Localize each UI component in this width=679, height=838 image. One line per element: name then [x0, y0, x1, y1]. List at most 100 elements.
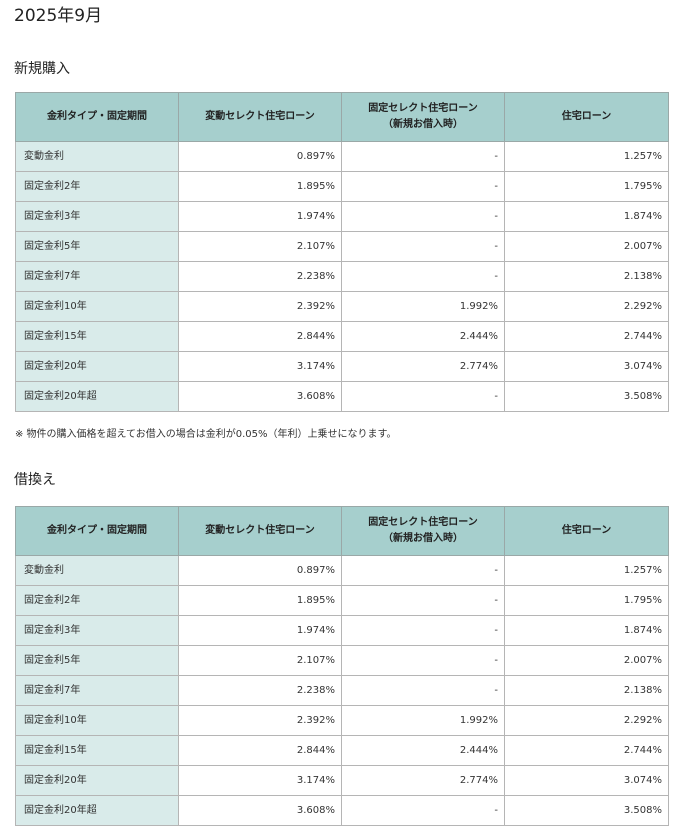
row-label: 固定金利2年 — [15, 585, 179, 616]
table-row: 固定金利20年超 3.608% - 3.508% — [15, 381, 669, 412]
housing-loan-rate: 1.874% — [504, 615, 669, 646]
table-row: 変動金利 0.897% - 1.257% — [15, 141, 669, 172]
header-rate-type: 金利タイプ・固定期間 — [15, 92, 179, 142]
variable-select-rate: 3.174% — [178, 351, 342, 382]
housing-loan-rate: 2.007% — [504, 645, 669, 676]
table-header-row: 金利タイプ・固定期間 変動セレクト住宅ローン 固定セレクト住宅ローン （新規お借… — [15, 92, 669, 142]
housing-loan-rate: 1.874% — [504, 201, 669, 232]
row-label: 固定金利20年超 — [15, 381, 179, 412]
header-fixed-select: 固定セレクト住宅ローン （新規お借入時） — [341, 506, 505, 556]
row-label: 固定金利5年 — [15, 231, 179, 262]
housing-loan-rate: 2.744% — [504, 321, 669, 352]
row-label: 固定金利5年 — [15, 645, 179, 676]
table-row: 固定金利3年 1.974% - 1.874% — [15, 615, 669, 646]
fixed-select-rate: - — [341, 381, 505, 412]
row-label: 固定金利3年 — [15, 615, 179, 646]
row-label: 固定金利15年 — [15, 735, 179, 766]
fixed-select-rate: - — [341, 615, 505, 646]
row-label: 固定金利7年 — [15, 675, 179, 706]
housing-loan-rate: 2.007% — [504, 231, 669, 262]
table-row: 固定金利5年 2.107% - 2.007% — [15, 645, 669, 676]
row-label: 固定金利10年 — [15, 291, 179, 322]
fixed-select-rate: 1.992% — [341, 291, 505, 322]
table-row: 固定金利2年 1.895% - 1.795% — [15, 171, 669, 202]
fixed-select-rate: - — [341, 201, 505, 232]
variable-select-rate: 2.844% — [178, 735, 342, 766]
fixed-select-rate: 2.444% — [341, 321, 505, 352]
variable-select-rate: 2.238% — [178, 261, 342, 292]
row-label: 変動金利 — [15, 141, 179, 172]
housing-loan-rate: 2.138% — [504, 675, 669, 706]
row-label: 固定金利20年 — [15, 351, 179, 382]
variable-select-rate: 2.107% — [178, 231, 342, 262]
row-label: 固定金利20年超 — [15, 795, 179, 826]
housing-loan-rate: 3.508% — [504, 795, 669, 826]
variable-select-rate: 0.897% — [178, 141, 342, 172]
fixed-select-rate: - — [341, 261, 505, 292]
variable-select-rate: 0.897% — [178, 555, 342, 586]
page-title: 2025年9月 — [14, 6, 103, 26]
table-row: 固定金利20年超 3.608% - 3.508% — [15, 795, 669, 826]
header-fixed-select-line2: （新規お借入時） — [383, 533, 463, 544]
variable-select-rate: 3.608% — [178, 381, 342, 412]
fixed-select-rate: 2.774% — [341, 765, 505, 796]
header-fixed-select-line2: （新規お借入時） — [383, 119, 463, 130]
housing-loan-rate: 3.074% — [504, 351, 669, 382]
housing-loan-rate: 2.744% — [504, 735, 669, 766]
housing-loan-rate: 1.795% — [504, 585, 669, 616]
fixed-select-rate: - — [341, 675, 505, 706]
header-fixed-select: 固定セレクト住宅ローン （新規お借入時） — [341, 92, 505, 142]
row-label: 固定金利20年 — [15, 765, 179, 796]
table-row: 固定金利15年 2.844% 2.444% 2.744% — [15, 735, 669, 766]
header-variable-select: 変動セレクト住宅ローン — [178, 92, 342, 142]
variable-select-rate: 2.844% — [178, 321, 342, 352]
header-fixed-select-line1: 固定セレクト住宅ローン — [368, 103, 478, 114]
section-title-new-purchase: 新規購入 — [14, 61, 70, 77]
row-label: 固定金利7年 — [15, 261, 179, 292]
variable-select-rate: 1.895% — [178, 171, 342, 202]
table-row: 固定金利10年 2.392% 1.992% 2.292% — [15, 705, 669, 736]
rate-table-new-purchase: 金利タイプ・固定期間 変動セレクト住宅ローン 固定セレクト住宅ローン （新規お借… — [15, 92, 669, 412]
header-housing-loan: 住宅ローン — [504, 506, 669, 556]
fixed-select-rate: - — [341, 141, 505, 172]
row-label: 固定金利2年 — [15, 171, 179, 202]
fixed-select-rate: - — [341, 585, 505, 616]
fixed-select-rate: - — [341, 795, 505, 826]
variable-select-rate: 2.392% — [178, 291, 342, 322]
housing-loan-rate: 3.508% — [504, 381, 669, 412]
header-rate-type: 金利タイプ・固定期間 — [15, 506, 179, 556]
row-label: 変動金利 — [15, 555, 179, 586]
fixed-select-rate: - — [341, 171, 505, 202]
rate-table-refinance: 金利タイプ・固定期間 変動セレクト住宅ローン 固定セレクト住宅ローン （新規お借… — [15, 506, 669, 826]
fixed-select-rate: 2.444% — [341, 735, 505, 766]
header-variable-select: 変動セレクト住宅ローン — [178, 506, 342, 556]
table-row: 固定金利5年 2.107% - 2.007% — [15, 231, 669, 262]
variable-select-rate: 2.238% — [178, 675, 342, 706]
variable-select-rate: 3.174% — [178, 765, 342, 796]
variable-select-rate: 2.392% — [178, 705, 342, 736]
section-title-refinance: 借換え — [14, 472, 56, 488]
table-row: 固定金利7年 2.238% - 2.138% — [15, 675, 669, 706]
surcharge-note: ※ 物件の購入価格を超えてお借入の場合は金利が0.05%（年利）上乗せになります… — [15, 429, 397, 440]
header-housing-loan: 住宅ローン — [504, 92, 669, 142]
table-header-row: 金利タイプ・固定期間 変動セレクト住宅ローン 固定セレクト住宅ローン （新規お借… — [15, 506, 669, 556]
housing-loan-rate: 2.138% — [504, 261, 669, 292]
housing-loan-rate: 2.292% — [504, 291, 669, 322]
housing-loan-rate: 1.257% — [504, 555, 669, 586]
header-fixed-select-line1: 固定セレクト住宅ローン — [368, 517, 478, 528]
table-row: 変動金利 0.897% - 1.257% — [15, 555, 669, 586]
housing-loan-rate: 1.257% — [504, 141, 669, 172]
table-row: 固定金利20年 3.174% 2.774% 3.074% — [15, 765, 669, 796]
fixed-select-rate: 1.992% — [341, 705, 505, 736]
variable-select-rate: 1.895% — [178, 585, 342, 616]
row-label: 固定金利10年 — [15, 705, 179, 736]
table-row: 固定金利7年 2.238% - 2.138% — [15, 261, 669, 292]
variable-select-rate: 3.608% — [178, 795, 342, 826]
table-row: 固定金利3年 1.974% - 1.874% — [15, 201, 669, 232]
variable-select-rate: 1.974% — [178, 615, 342, 646]
fixed-select-rate: 2.774% — [341, 351, 505, 382]
row-label: 固定金利3年 — [15, 201, 179, 232]
fixed-select-rate: - — [341, 645, 505, 676]
fixed-select-rate: - — [341, 555, 505, 586]
table-row: 固定金利2年 1.895% - 1.795% — [15, 585, 669, 616]
